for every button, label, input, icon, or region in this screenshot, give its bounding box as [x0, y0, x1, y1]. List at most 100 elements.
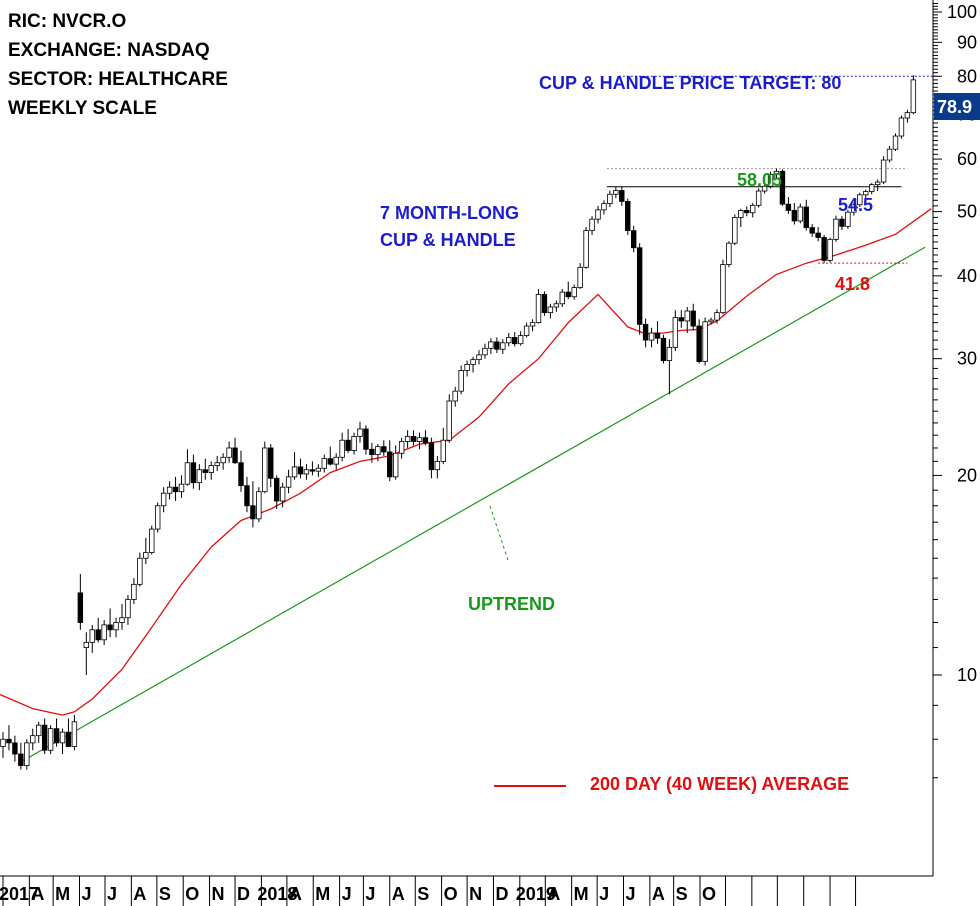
candle — [256, 487, 262, 523]
candle — [678, 310, 684, 328]
candle-body — [303, 469, 310, 475]
candle — [226, 441, 232, 463]
candle — [750, 203, 756, 218]
candle — [631, 225, 637, 253]
candle — [672, 310, 679, 352]
candle — [36, 721, 42, 743]
candle — [392, 445, 399, 480]
candle-body — [119, 617, 125, 623]
candle — [821, 234, 827, 264]
candle-body — [726, 242, 732, 265]
candle — [702, 317, 708, 366]
candle-body — [767, 173, 774, 187]
y-tick-label: 90 — [957, 32, 977, 52]
candle-body — [535, 294, 542, 324]
candle — [47, 725, 54, 755]
candle-body — [738, 210, 744, 218]
candle-body — [910, 79, 917, 114]
candle-body — [601, 203, 607, 211]
moving-average-line — [0, 208, 932, 716]
candle — [12, 735, 18, 762]
candle — [291, 451, 298, 480]
candle — [565, 281, 571, 300]
candle — [208, 461, 214, 480]
candle — [416, 432, 423, 450]
candle-body — [149, 528, 155, 553]
candle-body — [327, 458, 333, 465]
candle-body — [143, 552, 149, 559]
candle-body — [0, 738, 6, 747]
candle — [375, 444, 381, 462]
candle-body — [410, 436, 417, 442]
candle — [113, 617, 119, 638]
candle — [833, 215, 839, 242]
candle-body — [696, 325, 702, 362]
candle-body — [845, 211, 851, 227]
candle — [244, 476, 250, 513]
candle — [137, 552, 143, 587]
candle-body — [851, 204, 857, 213]
candle — [351, 432, 357, 455]
candle-body — [476, 354, 482, 361]
candle — [863, 189, 869, 199]
candle-body — [196, 469, 203, 484]
candle-body — [291, 466, 298, 478]
candle — [184, 449, 191, 486]
candle — [714, 309, 720, 324]
candle-body — [803, 206, 809, 228]
candle-body — [690, 310, 696, 327]
candle-body — [160, 492, 167, 507]
candle — [172, 476, 179, 501]
x-month-label: A — [652, 884, 665, 904]
candle-body — [226, 447, 232, 458]
candle-body — [83, 641, 89, 648]
x-month-label: J — [82, 884, 92, 904]
candle-body — [285, 476, 292, 488]
candle — [791, 203, 798, 225]
candle — [327, 446, 333, 466]
candle — [666, 339, 673, 395]
candle-body — [41, 724, 48, 751]
candle-body — [708, 319, 714, 323]
candle — [18, 742, 24, 770]
candle — [220, 453, 226, 470]
pattern-annotation-line1: 7 MONTH-LONG — [380, 203, 519, 223]
candle-body — [6, 738, 12, 744]
candle — [6, 725, 12, 751]
candle — [898, 115, 905, 139]
candle — [517, 331, 524, 346]
candle — [333, 453, 339, 470]
candle — [238, 450, 244, 492]
candle — [636, 243, 643, 335]
candle — [506, 332, 512, 347]
candle-body — [833, 218, 839, 240]
candle — [904, 109, 911, 123]
level-neck-label: 54.5 — [838, 195, 874, 215]
candle-body — [315, 467, 322, 472]
x-month-label: J — [365, 884, 375, 904]
candle — [577, 263, 583, 290]
candle-body — [65, 731, 72, 747]
x-month-label: J — [626, 884, 636, 904]
candle — [65, 718, 72, 747]
candle — [660, 334, 667, 364]
candle — [845, 209, 851, 229]
x-month-label: J — [599, 884, 609, 904]
candle-body — [857, 194, 863, 206]
candle-body — [904, 112, 911, 119]
candle — [583, 226, 589, 269]
candle — [160, 487, 167, 513]
candle — [773, 168, 780, 179]
candle-body — [357, 428, 363, 437]
candle-body — [202, 469, 208, 473]
candle-body — [184, 462, 191, 485]
candle-body — [577, 266, 583, 288]
candle — [726, 241, 732, 268]
candle — [654, 320, 661, 344]
candle-body — [262, 447, 268, 493]
candle-body — [345, 439, 351, 452]
candle — [553, 300, 560, 312]
candle — [446, 394, 452, 443]
candle-body — [154, 505, 161, 530]
candle — [744, 206, 750, 217]
